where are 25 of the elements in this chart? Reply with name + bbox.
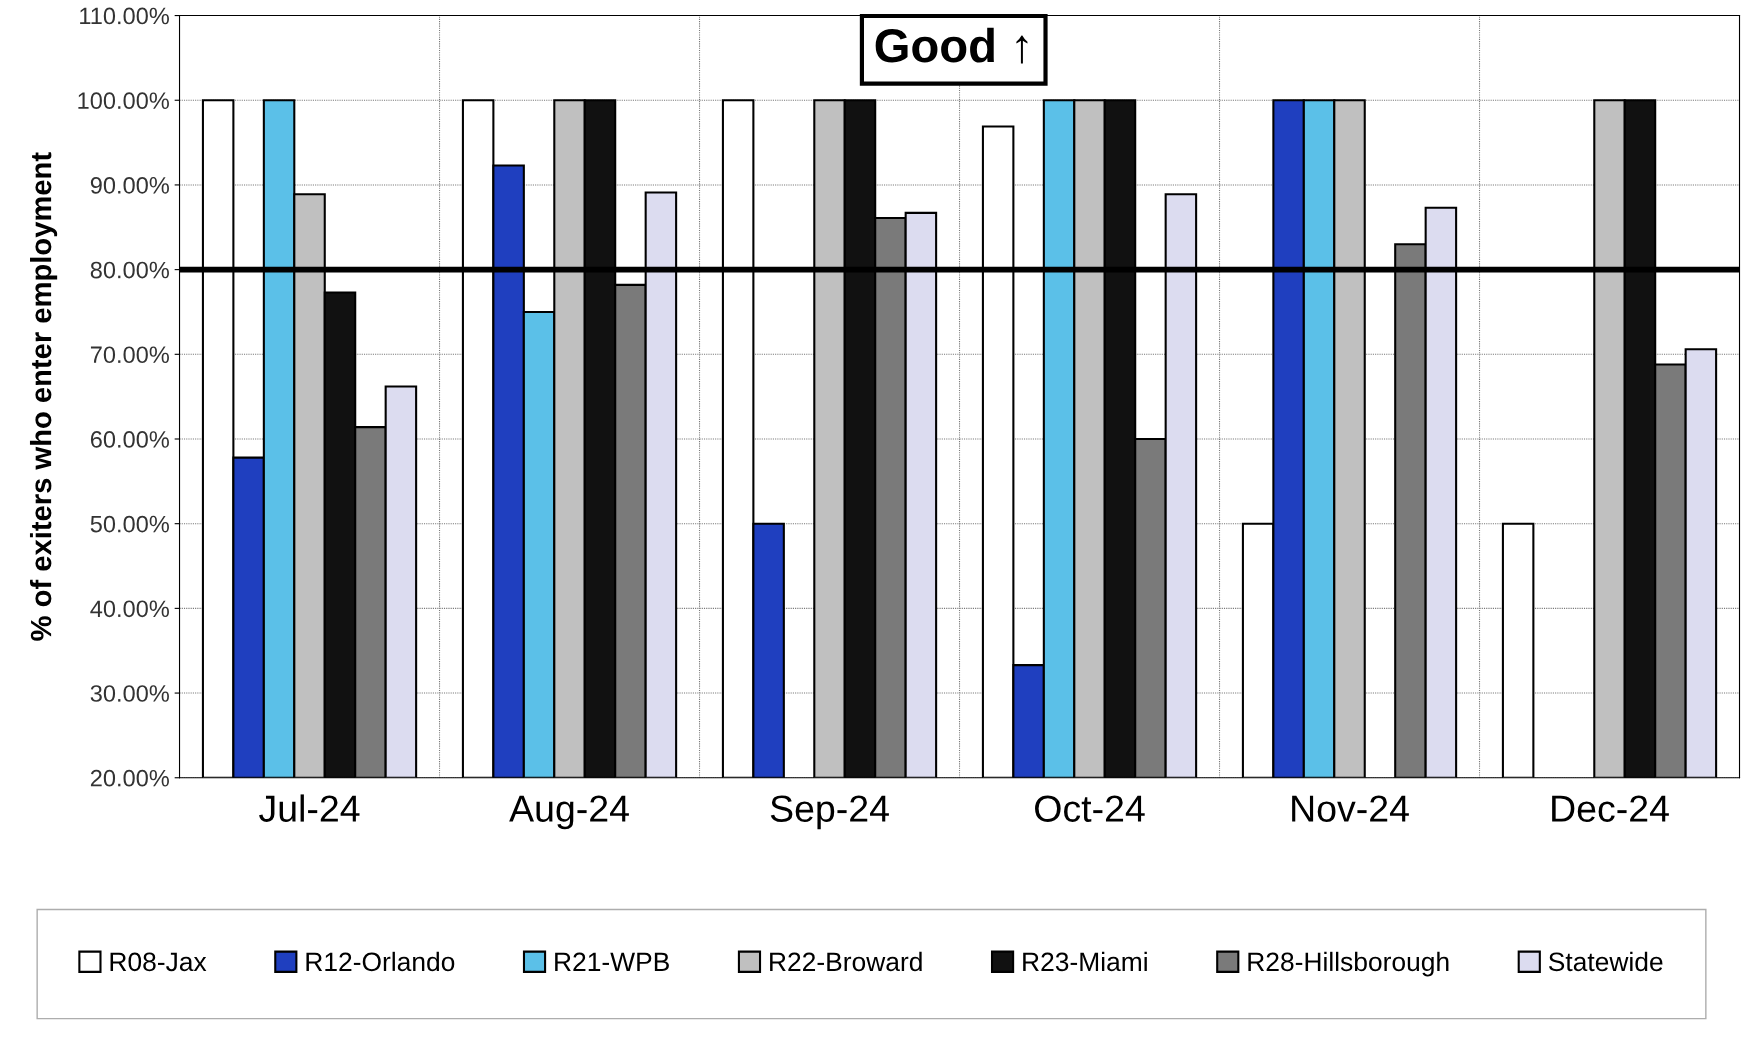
legend-label: R12-Orlando (306, 951, 455, 972)
y-tick-label: 40.00% (90, 600, 169, 618)
x-tick-label: Sep-24 (770, 795, 889, 830)
y-tick-label: 50.00% (90, 515, 169, 533)
y-tick-label: 70.00% (90, 346, 169, 364)
x-tick-label: Aug-24 (509, 795, 629, 830)
x-tick-label: Dec-24 (1552, 795, 1669, 822)
y-tick-label: 20.00% (90, 769, 169, 787)
y-tick-label: 60.00% (90, 431, 169, 448)
x-tick-label: Oct-24 (1035, 795, 1145, 822)
y-tick-label: 100.00% (78, 92, 169, 110)
x-tick-label: Nov-24 (1292, 795, 1409, 822)
legend-label: R28-Hillsborough (1248, 951, 1449, 977)
y-tick-label: 30.00% (90, 685, 169, 702)
legend-label: R22-Broward (770, 951, 922, 972)
y-axis-title: % of exiters who enter employment (29, 152, 58, 641)
y-tick-label: 90.00% (90, 177, 169, 194)
legend-label: R08-Jax (110, 952, 207, 972)
annotation: Good ↑ (875, 27, 1028, 64)
x-tick-label: Jul-24 (259, 794, 360, 822)
legend-label: R23-Miami (1023, 951, 1147, 972)
y-tick-label: 80.00% (90, 261, 169, 279)
legend-label: R21-WPB (555, 952, 669, 971)
y-tick-label: 110.00% (80, 7, 169, 25)
legend-label: Statewide (1548, 951, 1663, 972)
